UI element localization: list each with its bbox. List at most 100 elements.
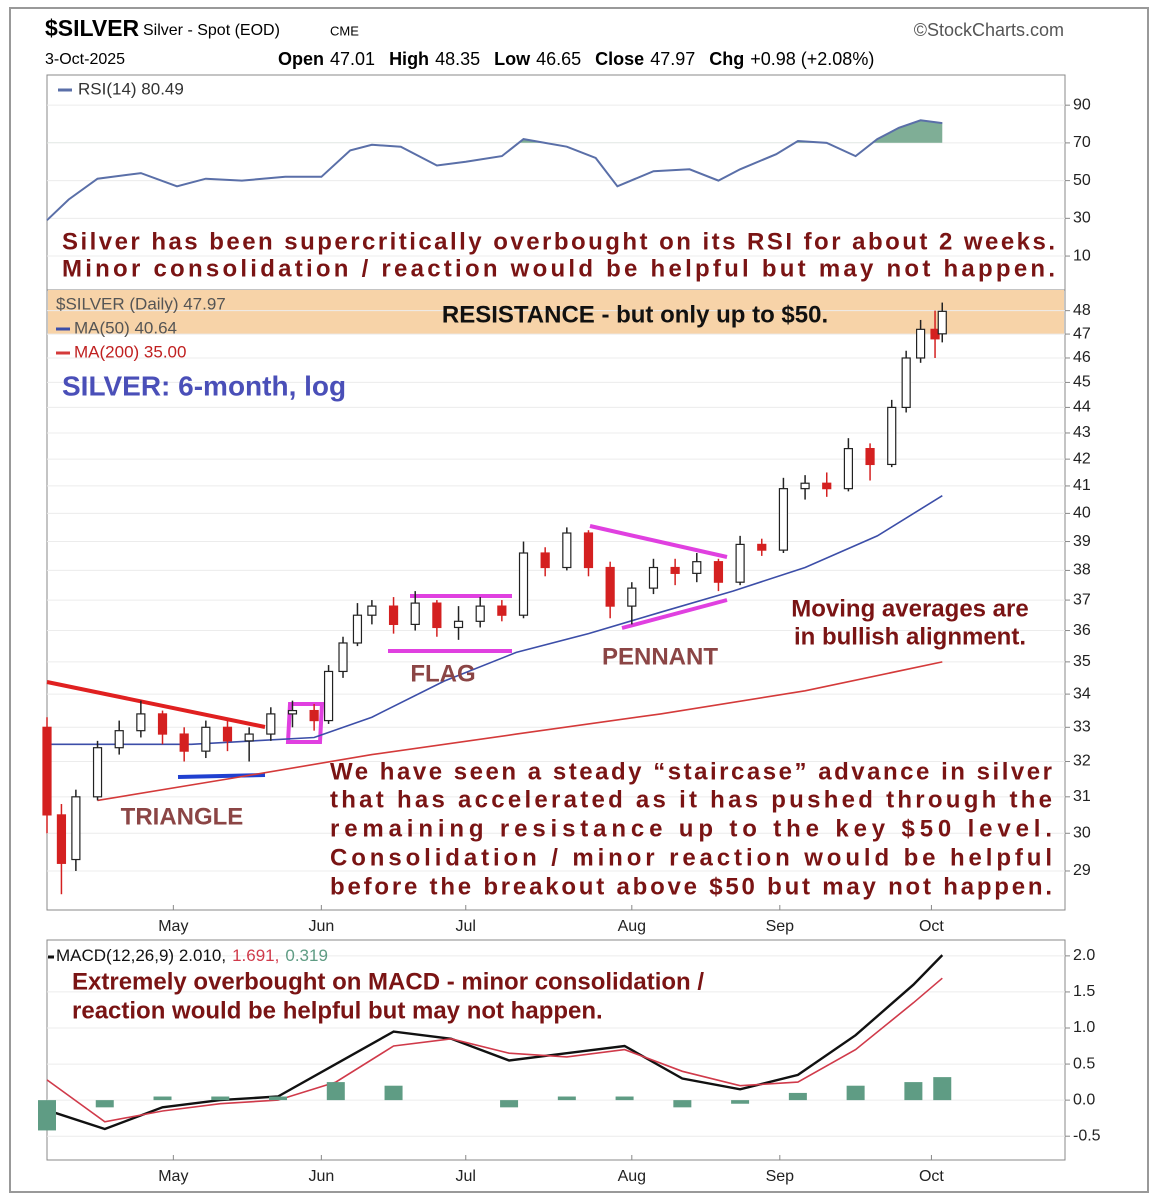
y-tick-label: 70 <box>1073 134 1091 151</box>
y-tick-label: 2.0 <box>1073 947 1095 964</box>
candle-body <box>605 566 615 607</box>
candle-body <box>778 488 789 551</box>
legend-label: MACD(12,26,9) 2.010, <box>56 946 226 965</box>
moving-average <box>97 661 943 802</box>
y-tick-label: -0.5 <box>1073 1127 1101 1144</box>
y-tick-label: 0.0 <box>1073 1091 1095 1108</box>
histogram-bar <box>153 1096 172 1101</box>
y-tick-label: 41 <box>1073 477 1091 494</box>
x-tick-label: Jun <box>308 918 334 935</box>
annotation: PENNANT <box>602 643 718 670</box>
candle-body <box>71 796 81 861</box>
x-tick-label: Sep <box>766 918 795 935</box>
y-tick-label: 42 <box>1073 450 1091 467</box>
rsi-panel <box>46 74 1066 291</box>
annotation: TRIANGLE <box>121 803 244 830</box>
candle-body <box>56 814 67 864</box>
y-tick-label: 48 <box>1073 302 1091 319</box>
candle-body <box>518 552 529 616</box>
x-tick-label: Aug <box>618 1168 646 1185</box>
histogram-bar <box>615 1096 634 1101</box>
quote-value: 46.65 <box>536 49 581 69</box>
y-tick-label: 31 <box>1073 788 1091 805</box>
trendline <box>285 702 325 744</box>
y-tick-label: 10 <box>1073 247 1091 264</box>
annotation: that has accelerated as it has pushed th… <box>330 786 1052 813</box>
macd-line <box>46 954 944 1131</box>
x-tick-label: Aug <box>618 918 646 935</box>
candle-body <box>244 733 254 742</box>
y-tick-label: 30 <box>1073 210 1091 227</box>
quote-value: +0.98 (+2.08%) <box>750 49 874 69</box>
y-tick-label: 34 <box>1073 685 1091 702</box>
y-tick-label: 30 <box>1073 825 1091 842</box>
quote-label: Open <box>278 49 324 69</box>
candle-body <box>800 482 810 490</box>
rsi-line <box>46 119 943 221</box>
candle-body <box>540 552 550 569</box>
quote-label: Chg <box>709 49 744 69</box>
histogram-bar <box>211 1096 230 1101</box>
candle-body <box>562 532 572 569</box>
y-tick-label: 45 <box>1073 374 1091 391</box>
instrument-name: Silver - Spot (EOD) <box>143 22 280 39</box>
trendline <box>46 680 266 729</box>
legend-label: $SILVER (Daily) 47.97 <box>56 294 226 313</box>
annotation: We have seen a steady “staircase” advanc… <box>330 758 1052 785</box>
date: 3-Oct-2025 <box>45 51 125 68</box>
candle-body <box>338 642 348 673</box>
histogram-bar <box>557 1096 576 1101</box>
candle-body <box>410 602 420 625</box>
macd-panel <box>46 939 1066 1161</box>
quote-label: Close <box>595 49 644 69</box>
candle-body <box>266 713 276 735</box>
x-tick-label: Jun <box>308 1168 334 1185</box>
quote-label: Low <box>494 49 531 69</box>
histogram-bar <box>384 1085 403 1101</box>
candle-body <box>323 670 334 722</box>
candle-body <box>453 620 464 629</box>
y-tick-label: 0.5 <box>1073 1055 1095 1072</box>
legend-label: MA(50) 40.64 <box>74 318 177 337</box>
resistance-label: RESISTANCE - but only up to $50. <box>442 301 828 328</box>
annotation: reaction would be helpful but may not ha… <box>72 997 603 1024</box>
candle-body <box>352 614 363 644</box>
candle-body <box>627 587 637 607</box>
trendline <box>589 524 728 559</box>
candle-body <box>901 357 911 409</box>
y-tick-label: 37 <box>1073 591 1091 608</box>
candle-body <box>497 605 507 616</box>
candle-body <box>583 532 594 569</box>
annotation: FLAG <box>410 660 475 687</box>
y-tick-label: 47 <box>1073 325 1091 342</box>
candle-body <box>937 310 947 335</box>
candle-body <box>157 713 168 735</box>
candle-body <box>201 726 211 752</box>
y-tick-label: 36 <box>1073 622 1091 639</box>
legend-label: 0.319 <box>285 946 328 965</box>
quote-value: 47.97 <box>650 49 695 69</box>
annotation: remaining resistance up to the key $50 l… <box>330 815 1052 842</box>
candle-body <box>388 605 399 625</box>
candle-body <box>222 726 233 742</box>
x-tick-label: Oct <box>919 1168 944 1185</box>
histogram-bar <box>269 1096 288 1101</box>
candle-body <box>648 566 659 589</box>
y-tick-label: 1.5 <box>1073 983 1095 1000</box>
annotation: in bullish alignment. <box>794 623 1026 650</box>
source: ©StockCharts.com <box>914 20 1064 40</box>
candle-body <box>887 406 897 466</box>
annotation: Extremely overbought on MACD - minor con… <box>72 968 704 995</box>
candle-body <box>179 733 189 752</box>
candle-body <box>822 482 832 490</box>
y-tick-label: 33 <box>1073 719 1091 736</box>
candle-body <box>735 543 745 583</box>
x-tick-label: May <box>158 918 188 935</box>
quote: Open 47.01 High 48.35 Low 46.65 Close 47.97 Chg +… <box>278 49 874 69</box>
candle-body <box>713 561 724 583</box>
x-tick-label: Jul <box>456 1168 476 1185</box>
annotation: Consolidation / minor reaction would be … <box>330 844 1052 871</box>
y-tick-label: 90 <box>1073 96 1091 113</box>
x-tick-label: Jul <box>456 918 476 935</box>
